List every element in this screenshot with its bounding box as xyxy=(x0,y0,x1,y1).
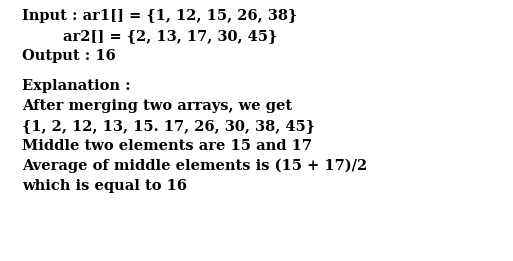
Text: {1, 2, 12, 13, 15. 17, 26, 30, 38, 45}: {1, 2, 12, 13, 15. 17, 26, 30, 38, 45} xyxy=(22,119,315,133)
Text: ar2[] = {2, 13, 17, 30, 45}: ar2[] = {2, 13, 17, 30, 45} xyxy=(22,29,277,43)
Text: Output : 16: Output : 16 xyxy=(22,49,116,63)
Text: Average of middle elements is (15 + 17)/2: Average of middle elements is (15 + 17)/… xyxy=(22,159,367,173)
Text: After merging two arrays, we get: After merging two arrays, we get xyxy=(22,99,292,113)
Text: Input : ar1[] = {1, 12, 15, 26, 38}: Input : ar1[] = {1, 12, 15, 26, 38} xyxy=(22,9,297,23)
Text: Middle two elements are 15 and 17: Middle two elements are 15 and 17 xyxy=(22,139,312,153)
Text: Explanation :: Explanation : xyxy=(22,79,131,93)
Text: which is equal to 16: which is equal to 16 xyxy=(22,179,187,193)
